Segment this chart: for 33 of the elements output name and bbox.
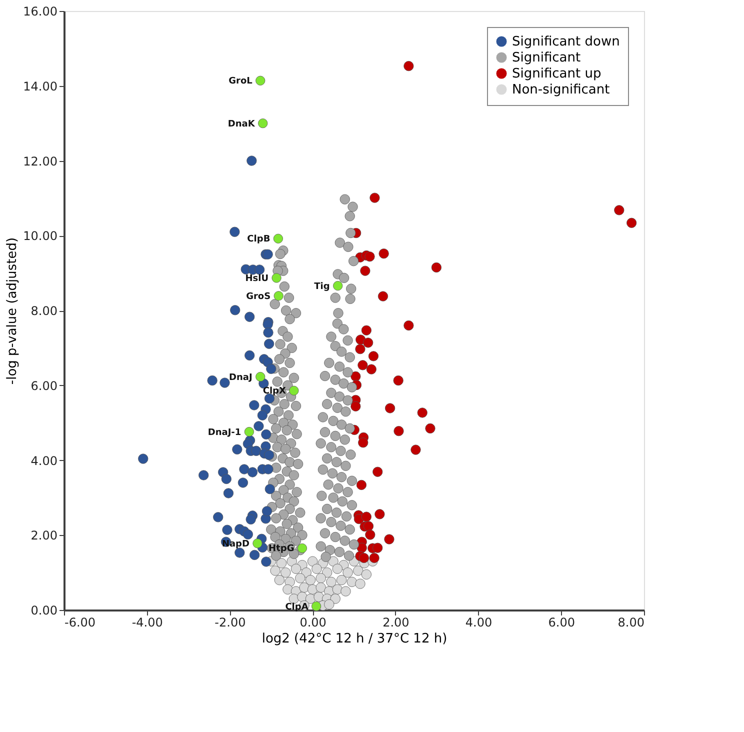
x-tick-label: 4.00 (465, 616, 492, 630)
annotation: HtpG (268, 544, 294, 554)
y-tick-label: 2.00 (30, 528, 58, 543)
y-tick-label: 4.00 (30, 454, 58, 468)
y-tick-label: 10.00 (23, 229, 58, 244)
legend-label: Significant (512, 50, 581, 66)
annotation: GroL (228, 76, 253, 87)
legend-label: Non-significant (512, 82, 610, 98)
y-axis-title: -log p-value (adjusted) (5, 237, 20, 385)
y-tick-label: 8.00 (30, 304, 58, 318)
y-tick-label: 6.00 (30, 378, 58, 393)
x-tick-label: 2.00 (382, 616, 410, 630)
x-tick-label: -4.00 (132, 616, 163, 630)
annotation: HslU (245, 274, 269, 284)
y-tick-label: 12.00 (23, 154, 58, 168)
x-tick-label: 6.00 (548, 616, 575, 630)
annotation: Tig (314, 282, 330, 292)
legend-label: Significant down (512, 34, 620, 50)
y-tick-label: 0.00 (30, 604, 58, 618)
annotation: DnaJ (229, 372, 252, 383)
x-tick-label: 8.00 (618, 616, 644, 630)
annotation: ClpX (262, 386, 286, 397)
annotation: GroS (246, 292, 271, 302)
legend-label: Significant up (512, 66, 602, 82)
annotation: DnaJ-1 (208, 428, 242, 438)
x-tick-label: -6.00 (64, 616, 96, 630)
y-tick-label: 16.00 (23, 4, 58, 18)
x-tick-label: -2.00 (214, 616, 246, 630)
annotation: ClpB (247, 234, 270, 245)
y-tick-label: 14.00 (23, 79, 58, 94)
x-tick-label: 0.00 (300, 616, 326, 630)
x-axis-title: log2 (42°C 12 h / 37°C 12 h) (262, 632, 448, 646)
annotation: DnaK (228, 119, 256, 130)
